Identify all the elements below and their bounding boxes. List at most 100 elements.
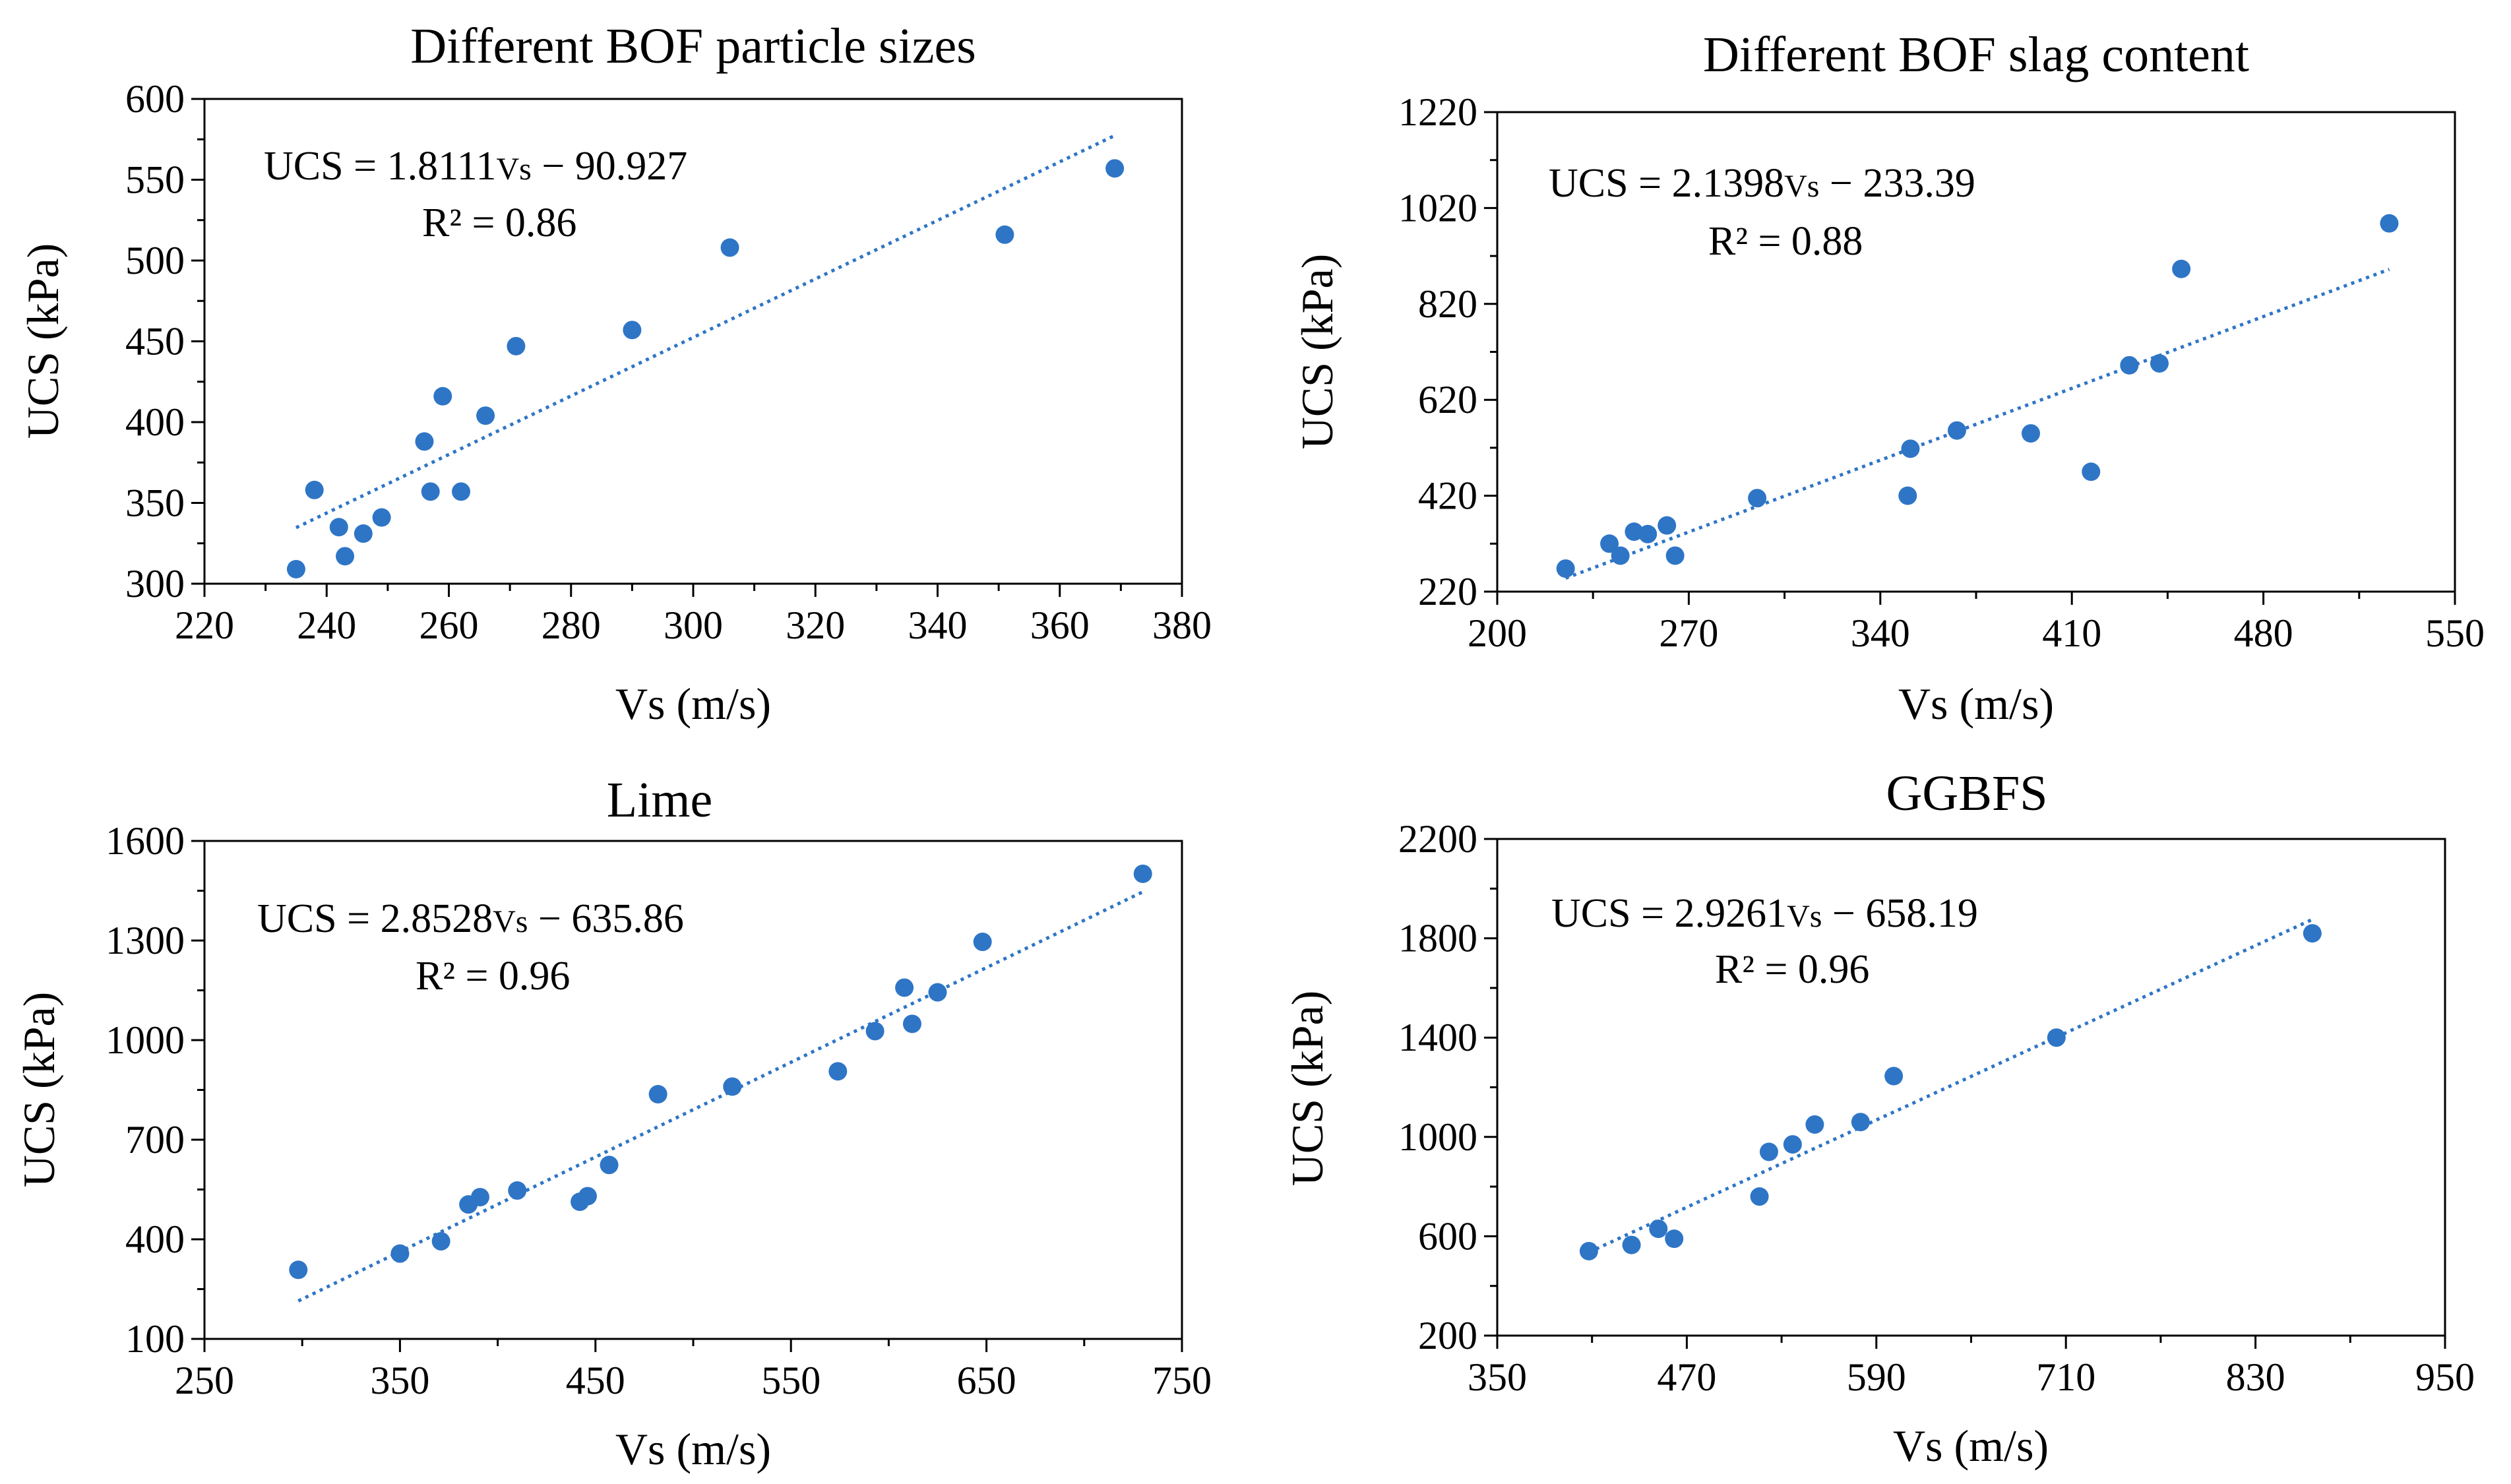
data-point — [828, 1062, 848, 1081]
data-point — [390, 1244, 410, 1263]
r-squared: R² = 0.86 — [422, 201, 576, 245]
y-tick-label: 350 — [125, 481, 185, 525]
y-tick-label: 550 — [125, 158, 185, 202]
x-tick-label: 360 — [1030, 603, 1090, 647]
y-tick-label: 1220 — [1398, 90, 1477, 134]
x-tick-label: 410 — [2042, 611, 2101, 655]
data-point — [578, 1187, 597, 1206]
data-point — [1748, 489, 1767, 508]
y-tick-label: 400 — [125, 400, 185, 444]
equation: UCS = 2.1398Vs − 233.39 — [1549, 161, 1975, 206]
data-point — [1805, 1115, 1824, 1134]
equation-vs: Vs — [1787, 899, 1822, 934]
y-tick-label: 600 — [125, 77, 185, 121]
data-point — [421, 482, 440, 501]
y-tick-label: 620 — [1418, 378, 1477, 421]
chart-title: Different BOF slag content — [1703, 27, 2249, 82]
data-point — [2120, 356, 2139, 375]
x-tick-label: 550 — [2425, 611, 2485, 655]
data-point — [2150, 354, 2169, 373]
data-point — [1783, 1135, 1802, 1154]
data-point — [895, 978, 914, 997]
data-point — [2172, 259, 2191, 278]
equation-prefix: UCS = 1.8111 — [264, 144, 496, 189]
x-tick-label: 270 — [1659, 611, 1718, 655]
y-tick-label: 300 — [125, 562, 185, 605]
equation-prefix: UCS = 2.9261 — [1551, 891, 1787, 936]
x-tick-label: 470 — [1657, 1355, 1716, 1399]
equation-suffix: − 233.39 — [1819, 161, 1975, 206]
chart-panel-lime: Lime UCS = 2.8528Vs − 635.86 R² = 0.96 V… — [14, 772, 1212, 1474]
data-point — [431, 1232, 450, 1251]
y-tick-label: 1400 — [1398, 1016, 1477, 1059]
data-point — [928, 983, 947, 1002]
y-tick-label: 450 — [125, 320, 185, 363]
data-point — [1851, 1113, 1870, 1132]
data-point — [286, 559, 305, 578]
data-point — [1622, 1235, 1641, 1254]
data-point — [354, 524, 373, 543]
chart-panel-slag-content: Different BOF slag content UCS = 2.1398V… — [1292, 27, 2485, 729]
x-tick-label: 550 — [761, 1359, 821, 1402]
trendline — [1565, 268, 2390, 580]
data-point — [508, 1181, 527, 1200]
equation-vs: Vs — [496, 152, 531, 187]
data-point — [1665, 546, 1685, 565]
data-point — [2047, 1028, 2066, 1047]
data-point — [1611, 546, 1630, 565]
x-tick-label: 280 — [542, 603, 601, 647]
chart-title: GGBFS — [1886, 766, 2048, 821]
equation-prefix: UCS = 2.1398 — [1549, 161, 1784, 206]
x-tick-label: 750 — [1152, 1359, 1212, 1402]
data-point — [1665, 1229, 1684, 1249]
x-tick-label: 830 — [2226, 1355, 2285, 1399]
x-tick-label: 250 — [175, 1359, 234, 1402]
x-tick-label: 340 — [1851, 611, 1910, 655]
x-tick-label: 380 — [1152, 603, 1212, 647]
data-point — [470, 1188, 489, 1207]
y-axis-label: UCS (kPa) — [18, 243, 68, 439]
plot-area: 100 400 700 1000 1300 1600 250 350 450 550 650 750 — [106, 819, 1212, 1402]
y-tick-label: 500 — [125, 239, 185, 282]
data-point — [865, 1022, 884, 1041]
data-point — [1625, 522, 1644, 541]
data-point — [1658, 516, 1677, 535]
x-tick-label: 320 — [786, 603, 845, 647]
y-tick-label: 700 — [125, 1118, 185, 1161]
data-point — [1759, 1142, 1778, 1161]
data-point — [1750, 1187, 1769, 1206]
equation: UCS = 2.8528Vs − 635.86 — [257, 896, 684, 941]
data-point — [2303, 924, 2322, 943]
data-point — [1649, 1220, 1668, 1239]
data-point — [1600, 534, 1619, 553]
data-point — [902, 1014, 921, 1034]
x-tick-label: 480 — [2234, 611, 2293, 655]
data-point — [1901, 439, 1920, 458]
data-point — [452, 482, 471, 501]
chart-panel-ggbfs: GGBFS UCS = 2.9261Vs − 658.19 R² = 0.96 … — [1282, 766, 2475, 1471]
data-point — [720, 238, 739, 257]
x-tick-label: 350 — [1468, 1355, 1527, 1399]
y-tick-label: 1000 — [106, 1018, 185, 1062]
plot-area: 300 350 400 450 500 550 600 220 240 260 280 300 320 3… — [125, 77, 1212, 647]
equation-suffix: − 658.19 — [1822, 891, 1977, 936]
plot-area: 200 600 1000 1400 1800 2200 350 470 590 710 830 950 — [1398, 817, 2475, 1399]
y-tick-label: 100 — [125, 1317, 185, 1361]
data-point — [1133, 864, 1152, 883]
y-tick-label: 420 — [1418, 474, 1477, 518]
data-point — [476, 406, 495, 425]
data-point — [1884, 1067, 1904, 1086]
data-point — [973, 933, 992, 952]
y-tick-label: 1600 — [106, 819, 185, 863]
data-point — [2380, 214, 2399, 233]
data-point — [623, 321, 642, 340]
data-point — [1556, 559, 1575, 578]
x-tick-label: 650 — [957, 1359, 1016, 1402]
data-point — [995, 225, 1014, 244]
y-axis-label: UCS (kPa) — [1282, 991, 1332, 1187]
data-point — [433, 386, 452, 406]
y-tick-label: 820 — [1418, 282, 1477, 326]
y-tick-label: 2200 — [1398, 817, 1477, 861]
equation-suffix: − 90.927 — [532, 144, 687, 189]
